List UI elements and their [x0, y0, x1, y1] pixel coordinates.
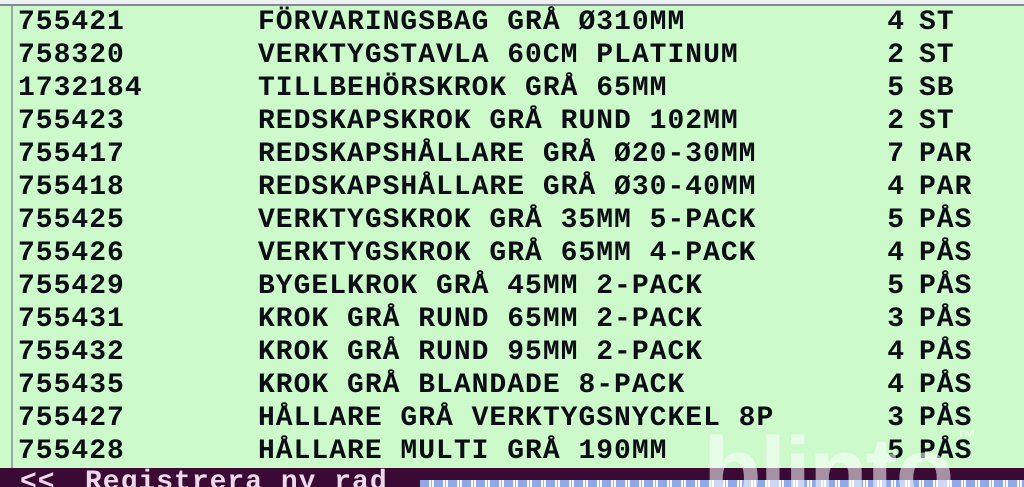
table-row[interactable]: 1732184 TILLBEHÖRSKROK GRÅ 65MM 5 SB: [0, 72, 1024, 105]
article-number: 758320: [18, 40, 125, 71]
article-description: HÅLLARE GRÅ VERKTYGSNYCKEL 8P: [258, 403, 775, 434]
unit-code: ST: [919, 7, 955, 38]
table-row[interactable]: 755418 REDSKAPSHÅLLARE GRÅ Ø30-40MM 4 PA…: [0, 171, 1024, 204]
quantity-value: 5: [887, 271, 905, 302]
unit-code: PÅS: [919, 238, 973, 269]
article-number: 755435: [18, 370, 125, 401]
article-description: KROK GRÅ BLANDADE 8-PACK: [258, 370, 686, 401]
unit-code: PÅS: [919, 205, 973, 236]
article-number: 755417: [18, 139, 125, 170]
table-row[interactable]: 755427 HÅLLARE GRÅ VERKTYGSNYCKEL 8P 3 P…: [0, 402, 1024, 435]
article-number: 755425: [18, 205, 125, 236]
table-row[interactable]: 755417 REDSKAPSHÅLLARE GRÅ Ø20-30MM 7 PA…: [0, 138, 1024, 171]
unit-code: PAR: [919, 172, 973, 203]
quantity-value: 4: [887, 370, 905, 401]
unit-code: ST: [919, 106, 955, 137]
table-row[interactable]: 755423 REDSKAPSKROK GRÅ RUND 102MM 2 ST: [0, 105, 1024, 138]
quantity-value: 5: [887, 205, 905, 236]
left-border-line: [11, 6, 13, 487]
quantity-value: 5: [887, 436, 905, 467]
table-row[interactable]: 755431 KROK GRÅ RUND 65MM 2-PACK 3 PÅS: [0, 303, 1024, 336]
table-row[interactable]: 755432 KROK GRÅ RUND 95MM 2-PACK 4 PÅS: [0, 336, 1024, 369]
quantity-value: 2: [887, 40, 905, 71]
table-row[interactable]: 755429 BYGELKROK GRÅ 45MM 2-PACK 5 PÅS: [0, 270, 1024, 303]
register-new-row-command[interactable]: Registrera ny rad: [85, 468, 388, 487]
article-description: HÅLLARE MULTI GRÅ 190MM: [258, 436, 668, 467]
quantity-value: 4: [887, 238, 905, 269]
article-description: REDSKAPSHÅLLARE GRÅ Ø20-30MM: [258, 139, 757, 170]
unit-code: PÅS: [919, 337, 973, 368]
table-row[interactable]: 755435 KROK GRÅ BLANDADE 8-PACK 4 PÅS: [0, 369, 1024, 402]
article-description: REDSKAPSKROK GRÅ RUND 102MM: [258, 106, 739, 137]
article-number: 755431: [18, 304, 125, 335]
article-number: 755428: [18, 436, 125, 467]
unit-code: PÅS: [919, 370, 973, 401]
quantity-value: 5: [887, 73, 905, 104]
article-description: KROK GRÅ RUND 65MM 2-PACK: [258, 304, 704, 335]
quantity-value: 3: [887, 304, 905, 335]
quantity-value: 4: [887, 7, 905, 38]
table-row[interactable]: 755425 VERKTYGSKROK GRÅ 35MM 5-PACK 5 PÅ…: [0, 204, 1024, 237]
unit-code: PÅS: [919, 304, 973, 335]
quantity-value: 4: [887, 337, 905, 368]
table-row[interactable]: 755426 VERKTYGSKROK GRÅ 65MM 4-PACK 4 PÅ…: [0, 237, 1024, 270]
article-description: VERKTYGSKROK GRÅ 35MM 5-PACK: [258, 205, 757, 236]
article-number: 755418: [18, 172, 125, 203]
top-border-strip: [0, 0, 1024, 6]
article-number: 755421: [18, 7, 125, 38]
quantity-value: 3: [887, 403, 905, 434]
article-description: TILLBEHÖRSKROK GRÅ 65MM: [258, 73, 668, 104]
article-number: 1732184: [18, 73, 143, 104]
input-dashed-line[interactable]: [420, 480, 1024, 487]
table-row[interactable]: 758320 VERKTYGSTAVLA 60CM PLATINUM 2 ST: [0, 39, 1024, 72]
quantity-value: 7: [887, 139, 905, 170]
order-lines-table: 755421 FÖRVARINGSBAG GRÅ Ø310MM 4 ST 758…: [0, 6, 1024, 468]
unit-code: PÅS: [919, 436, 973, 467]
table-row[interactable]: 755421 FÖRVARINGSBAG GRÅ Ø310MM 4 ST: [0, 6, 1024, 39]
unit-code: ST: [919, 40, 955, 71]
article-description: FÖRVARINGSBAG GRÅ Ø310MM: [258, 7, 686, 38]
article-description: VERKTYGSKROK GRÅ 65MM 4-PACK: [258, 238, 757, 269]
article-description: KROK GRÅ RUND 95MM 2-PACK: [258, 337, 704, 368]
quantity-value: 4: [887, 172, 905, 203]
article-number: 755432: [18, 337, 125, 368]
unit-code: PÅS: [919, 271, 973, 302]
article-number: 755427: [18, 403, 125, 434]
article-number: 755426: [18, 238, 125, 269]
article-number: 755429: [18, 271, 125, 302]
article-description: VERKTYGSTAVLA 60CM PLATINUM: [258, 40, 739, 71]
unit-code: PÅS: [919, 403, 973, 434]
article-description: REDSKAPSHÅLLARE GRÅ Ø30-40MM: [258, 172, 757, 203]
unit-code: SB: [919, 73, 955, 104]
quantity-value: 2: [887, 106, 905, 137]
article-number: 755423: [18, 106, 125, 137]
unit-code: PAR: [919, 139, 973, 170]
back-chevrons-icon[interactable]: <<: [20, 468, 56, 487]
article-description: BYGELKROK GRÅ 45MM 2-PACK: [258, 271, 704, 302]
table-row[interactable]: 755428 HÅLLARE MULTI GRÅ 190MM 5 PÅS: [0, 435, 1024, 468]
